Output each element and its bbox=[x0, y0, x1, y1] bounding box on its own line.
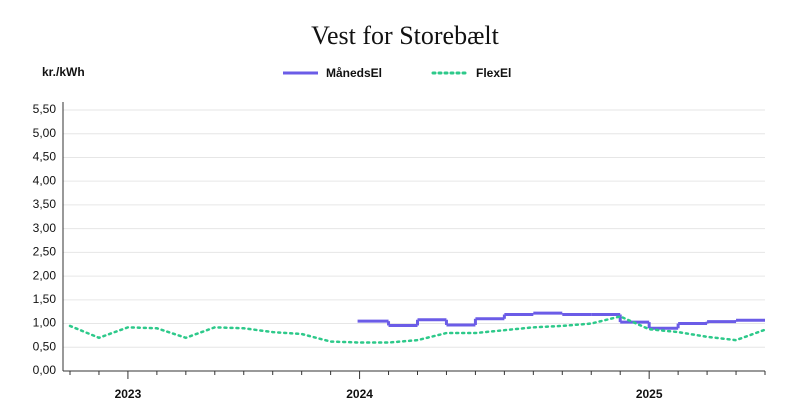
y-tick-label: 3,50 bbox=[33, 197, 57, 211]
line bbox=[68, 315, 767, 344]
y-tick-label: 1,00 bbox=[33, 316, 57, 330]
y-tick-label: 0,50 bbox=[33, 339, 57, 353]
chart-title: Vest for Storebælt bbox=[311, 21, 500, 50]
y-tick-label: 1,50 bbox=[33, 292, 57, 306]
y-tick-label: 4,50 bbox=[33, 150, 57, 164]
legend-label: MånedsEl bbox=[326, 66, 382, 80]
x-tick-label: 2025 bbox=[636, 387, 663, 401]
x-tick-label: 2023 bbox=[115, 387, 142, 401]
y-tick-label: 0,00 bbox=[33, 363, 57, 377]
x-tick-label: 2024 bbox=[346, 387, 373, 401]
y-tick-label: 2,50 bbox=[33, 245, 57, 259]
legend-label: FlexEl bbox=[476, 66, 511, 80]
y-tick-label: 5,00 bbox=[33, 126, 57, 140]
y-tick-label: 5,50 bbox=[33, 102, 57, 116]
y-tick-label: 4,00 bbox=[33, 173, 57, 187]
y-tick-label: 3,00 bbox=[33, 221, 57, 235]
y-tick-label: 2,00 bbox=[33, 268, 57, 282]
y-axis-label: kr./kWh bbox=[42, 65, 85, 79]
